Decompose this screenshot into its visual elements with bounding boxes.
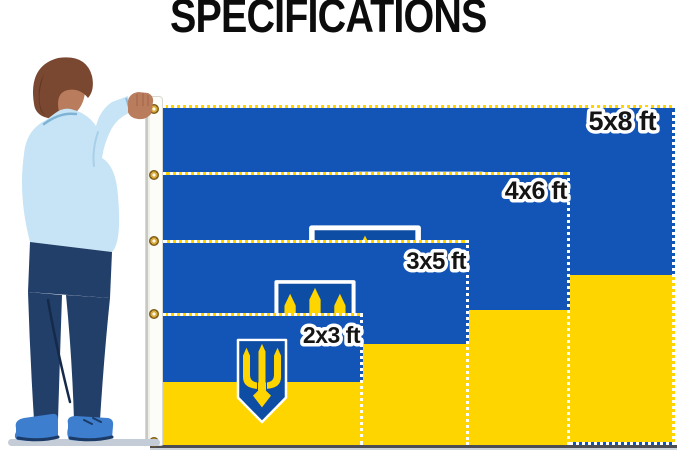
flag-size-label: 4x6 ft	[501, 174, 572, 209]
grommet-icon	[149, 104, 159, 114]
person-illustration	[8, 57, 160, 446]
flag-size-label: 2x3 ft	[299, 319, 364, 352]
ukraine-trident-emblem	[236, 338, 287, 423]
grommet-icon	[149, 236, 159, 246]
flag-pole-sleeve	[145, 96, 163, 447]
grommet-icon	[149, 170, 159, 180]
flag-2x3: 2x3 ft	[163, 313, 365, 445]
flag-size-text: 2x3 ft	[303, 322, 361, 348]
grommet-icon	[149, 309, 159, 319]
flag-size-text: 3x5 ft	[406, 248, 466, 275]
flag-size-label: 5x8 ft	[585, 103, 661, 140]
flag-shadow	[150, 445, 677, 450]
flag-size-label: 3x5 ft	[403, 245, 471, 279]
flag-size-text: 5x8 ft	[588, 106, 656, 136]
page-title: SPECIFICATIONS	[170, 0, 487, 42]
flag-size-text: 4x6 ft	[505, 177, 568, 205]
